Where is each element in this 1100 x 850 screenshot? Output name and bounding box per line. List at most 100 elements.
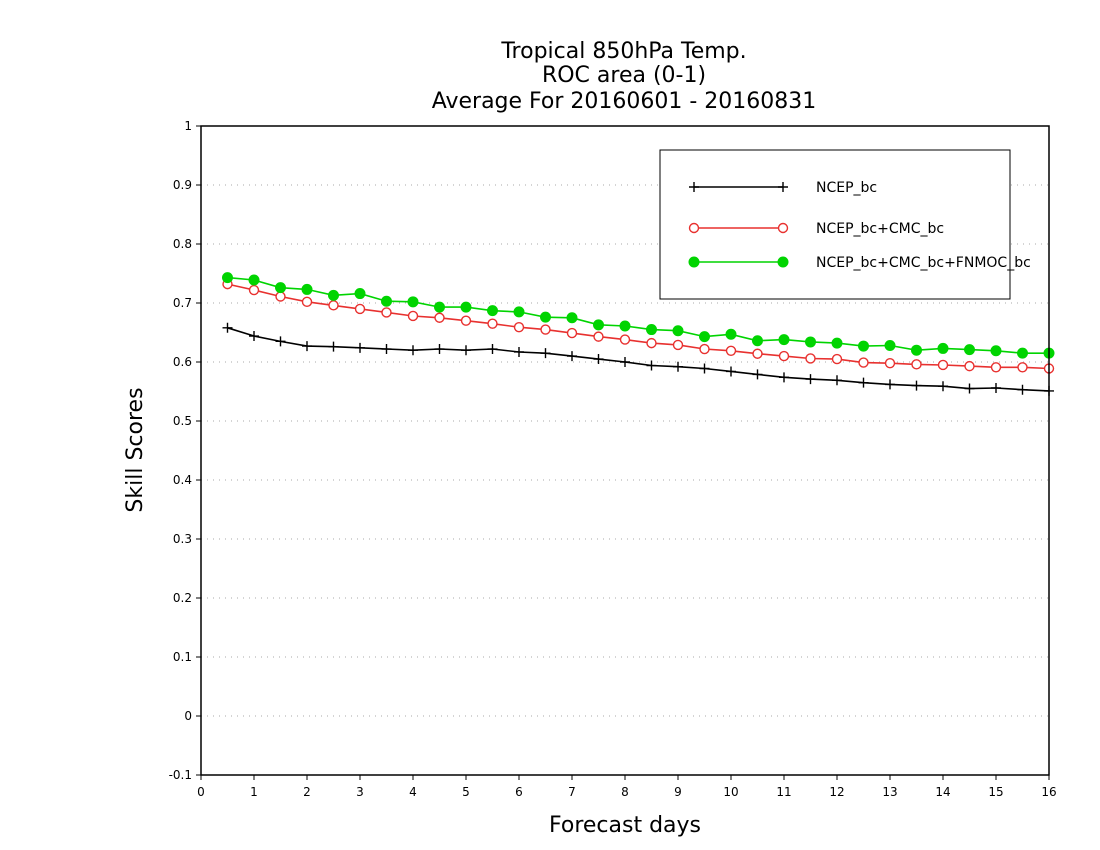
legend-marker — [688, 256, 700, 268]
legend-entry-0: NCEP_bc — [689, 180, 877, 196]
data-point — [884, 339, 896, 351]
data-point — [487, 305, 498, 317]
data-point — [354, 288, 366, 300]
x-tick-label: 7 — [568, 785, 576, 799]
data-point — [1017, 347, 1028, 359]
data-point — [434, 312, 445, 323]
legend-label: NCEP_bc+CMC_bc+FNMOC_bc — [816, 255, 1031, 271]
data-point — [593, 319, 604, 331]
legend-marker — [689, 182, 699, 192]
data-point — [752, 369, 763, 380]
data-point — [725, 328, 737, 340]
x-tick-label: 15 — [988, 785, 1003, 799]
data-point — [805, 374, 816, 385]
data-point — [672, 325, 684, 337]
data-point — [540, 324, 551, 335]
data-point — [275, 282, 286, 294]
data-point — [434, 301, 445, 313]
data-point — [381, 307, 392, 318]
x-tick-label: 8 — [621, 785, 629, 799]
data-point — [275, 336, 286, 347]
series-line — [227, 327, 1050, 392]
data-point — [937, 359, 949, 371]
data-point — [407, 296, 419, 308]
x-tick-label: 1 — [250, 785, 258, 799]
data-point — [249, 331, 259, 342]
data-point — [381, 295, 392, 307]
y-tick-label: 0.4 — [173, 473, 192, 487]
x-tick-label: 13 — [882, 785, 897, 799]
chart-title-line-3: Average For 20160601 - 20160831 — [432, 89, 817, 114]
data-point — [699, 363, 710, 374]
data-point — [328, 289, 339, 301]
x-tick-label: 11 — [776, 785, 791, 799]
data-point — [381, 344, 392, 355]
legend-label: NCEP_bc — [816, 180, 877, 196]
x-tick-label: 12 — [829, 785, 844, 799]
data-point — [884, 357, 896, 369]
data-point — [646, 337, 657, 349]
legend-marker — [777, 256, 789, 268]
data-point — [938, 381, 948, 392]
data-point — [858, 377, 869, 388]
x-tick-label: 4 — [409, 785, 417, 799]
data-point — [301, 296, 313, 308]
y-tick-label: -0.1 — [169, 768, 192, 782]
data-point — [990, 362, 1002, 373]
x-tick-label: 5 — [462, 785, 470, 799]
data-point — [858, 357, 869, 368]
y-axis-ticks: -0.1 0 0.1 0.2 0.3 0.4 0.5 0.6 0.7 0.8 0.9 1 — [169, 119, 201, 782]
data-point — [566, 327, 578, 339]
data-point — [779, 372, 789, 383]
data-point — [434, 344, 445, 355]
legend-label: NCEP_bc+CMC_bc — [816, 221, 944, 237]
legend-marker — [688, 222, 700, 234]
data-point — [566, 312, 578, 324]
data-point — [540, 348, 551, 359]
x-tick-label: 2 — [303, 785, 311, 799]
data-point — [1017, 362, 1028, 373]
data-point — [487, 318, 498, 329]
data-point — [407, 310, 419, 322]
data-point — [673, 361, 683, 372]
chart-title-line-2: ROC area (0-1) — [542, 63, 706, 88]
legend-marker — [778, 182, 788, 192]
data-point — [301, 283, 313, 295]
y-tick-label: 0 — [184, 709, 192, 723]
data-point — [248, 274, 260, 286]
data-point — [964, 383, 975, 394]
data-point — [964, 360, 975, 372]
data-point — [699, 343, 710, 355]
legend: NCEP_bc NCEP_bc+CMC_bc NCEP_bc+CMC_bc+FNMO… — [659, 149, 1031, 300]
data-point — [593, 331, 604, 342]
data-point — [831, 353, 843, 365]
data-point — [805, 336, 816, 348]
data-point — [461, 345, 471, 356]
y-tick-label: 0.1 — [173, 650, 192, 664]
data-point — [911, 344, 922, 356]
data-point — [302, 341, 312, 352]
legend-box — [659, 149, 1011, 300]
data-point — [619, 334, 631, 345]
data-point — [885, 379, 895, 390]
data-point — [513, 306, 525, 318]
data-point — [858, 340, 869, 352]
data-point — [646, 360, 657, 371]
series-0 — [222, 322, 1054, 396]
data-point — [275, 291, 286, 302]
y-axis-title: Skill Scores — [123, 387, 148, 512]
data-point — [805, 353, 816, 364]
data-point — [354, 303, 366, 315]
data-point — [514, 346, 524, 357]
series-2 — [222, 272, 1055, 359]
chart-title-line-1: Tropical 850hPa Temp. — [500, 39, 746, 64]
y-tick-label: 0.7 — [173, 296, 192, 310]
series-layer — [222, 272, 1055, 396]
data-point — [1017, 384, 1028, 395]
data-point — [222, 322, 233, 333]
y-tick-label: 1 — [184, 119, 192, 133]
data-point — [460, 315, 472, 326]
legend-marker — [777, 222, 789, 234]
data-point — [460, 301, 472, 313]
